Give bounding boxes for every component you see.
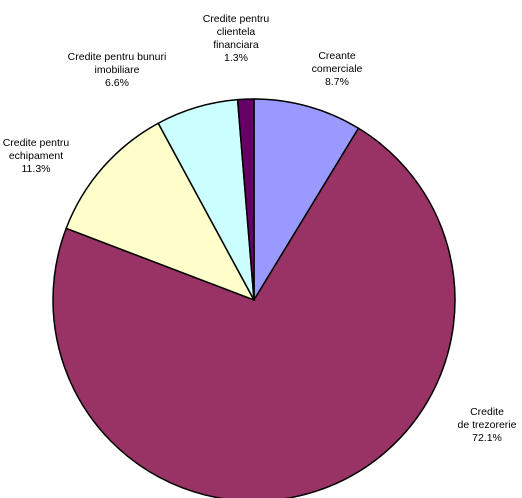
pie-slices [52,98,456,498]
slice-label: Credite de trezorerie 72.1% [458,406,517,444]
pie-slice [253,98,360,303]
pie-slice [52,127,456,498]
slice-label: Credite pentru clientela financiara 1.3% [203,13,270,64]
slice-label: Creante comerciale 8.7% [312,50,363,88]
slice-labels: Creante comerciale 8.7% Credite de trezoreri… [3,13,517,444]
slice-label: Credite pentru bunuri imobiliare 6.6% [68,51,167,89]
pie-slice [236,98,255,301]
pie-slice [65,122,256,302]
slice-label: Credite pentru echipament 11.3% [3,137,70,175]
